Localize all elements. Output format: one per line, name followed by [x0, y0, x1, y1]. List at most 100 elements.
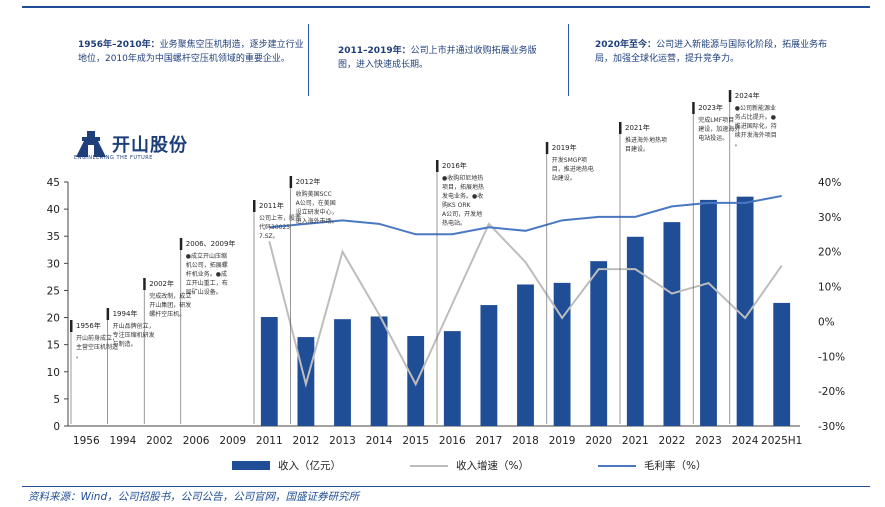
milestone-text: 与制造。: [113, 340, 137, 348]
bar-revenue-2013: [334, 319, 351, 426]
phase-3: 2020年至今：公司进入新能源与国际化阶段，拓展业务布局，加强全球化运营，提升竞…: [595, 38, 840, 66]
y-left-tick-label: 40: [47, 204, 60, 216]
y-left-tick-label: 10: [47, 367, 60, 379]
milestone-text: 目，推进地热电: [552, 165, 594, 173]
milestone-text: 开山前身成立，: [76, 334, 118, 342]
milestone-year: 2023年: [698, 103, 723, 112]
x-tick-label: 2011: [256, 435, 283, 447]
x-tick-label: 2019: [549, 435, 576, 447]
x-tick-label: 2013: [329, 435, 356, 447]
bar-revenue-2016: [443, 331, 461, 426]
milestone-text: 电站投运。: [698, 134, 728, 142]
milestone-year: 2012年: [296, 177, 321, 186]
milestone-text: 代码30025: [259, 223, 290, 231]
milestone-text: A公司，开发地: [442, 210, 482, 218]
milestone-text: 完成LMF项目: [698, 116, 734, 124]
bar-revenue-2018: [517, 284, 534, 426]
milestone-text: 续开发海外项目: [735, 131, 777, 139]
phase-1-text: 业务聚焦空压机制造，逐步建立行业地位，2010年成为中国螺杆空压机领域的重要企业…: [78, 40, 304, 64]
phase-2-title: 2011–2019年：: [338, 46, 411, 56]
logo-tagline: ENGINEERING THE FUTURE: [74, 155, 153, 161]
milestone-text: 。: [76, 353, 82, 360]
y-left-tick-label: 25: [47, 285, 60, 297]
logo-name: 开山股份: [112, 135, 188, 156]
milestone-text: 目建设。: [625, 145, 649, 153]
milestone-year: 2019年: [552, 143, 577, 152]
milestone-text: 杆机业务。●成: [186, 270, 227, 278]
legend-margin: 毛利率（%）: [598, 458, 706, 473]
milestone-marker: [692, 102, 695, 114]
milestone-marker: [179, 238, 183, 250]
top-rule: [22, 6, 870, 8]
milestone-text: 建设，加速海外: [698, 125, 740, 133]
legend-margin-swatch: [598, 464, 636, 467]
y-right-tick-label: 30%: [818, 212, 841, 224]
milestone-text: ●成立开山压缩: [186, 252, 227, 260]
milestone-text: 7.SZ。: [259, 233, 279, 240]
phase-divider-2: [568, 24, 569, 96]
bar-revenue-2019: [553, 282, 571, 426]
y-right-tick-label: 40%: [818, 177, 841, 189]
bar-revenue-2020: [590, 261, 608, 426]
bar-revenue-2025H1: [773, 302, 791, 426]
line-revenue-growth: [268, 222, 783, 389]
bar-revenue-2014: [370, 316, 388, 426]
milestone-year: 2006、2009年: [186, 239, 236, 248]
milestone-text: 公司上市，股票: [259, 214, 301, 222]
milestone-text: 开发SMGP项: [552, 156, 587, 164]
bar-revenue-2015: [407, 335, 425, 426]
y-left-tick-label: 30: [47, 258, 60, 270]
milestone-text: 。: [735, 141, 741, 148]
y-right-tick-label: 20%: [818, 247, 841, 259]
logo-icon: [76, 131, 106, 157]
milestone-text: 局矿山设备。: [186, 288, 222, 296]
milestone-text: A公司，在美国: [296, 199, 336, 207]
milestone-marker: [253, 200, 256, 212]
company-logo: 开山股份 ENGINEERING THE FUTURE: [74, 131, 187, 161]
x-tick-label: 2018: [512, 435, 539, 447]
bar-revenue-2021: [626, 236, 644, 426]
x-tick-label: 2014: [366, 435, 393, 447]
x-tick-label: 1994: [110, 435, 137, 447]
milestone-text: 立开山重工，布: [186, 279, 228, 287]
legend-bar: 收入（亿元）: [232, 458, 341, 473]
y-left-tick-label: 15: [47, 340, 60, 352]
x-tick-label: 2002: [146, 435, 173, 447]
milestone-marker: [619, 122, 622, 134]
y-right-tick-label: 10%: [818, 282, 841, 294]
x-tick-label: 2020: [585, 435, 612, 447]
y-left-tick-label: 35: [47, 231, 60, 243]
milestone-text: 进入海外市场。: [296, 217, 338, 225]
milestone-text: ●公司新能源业: [735, 104, 776, 112]
x-tick-label: 2022: [659, 435, 686, 447]
milestone-text: 完成改制，成立: [149, 292, 191, 300]
milestone-text: 专注压缩机研发: [113, 331, 155, 339]
bar-revenue-2023: [700, 199, 717, 426]
phase-1: 1956年–2010年：业务聚焦空压机制造，逐步建立行业地位，2010年成为中国…: [78, 38, 308, 66]
milestone-year: 2024年: [735, 91, 760, 100]
milestone-text: 开山品牌创立，: [113, 322, 155, 330]
milestone-text: 开山集团，研发: [149, 301, 191, 309]
bar-revenue-2011: [260, 317, 278, 426]
milestone-text: 项目，拓展地热: [442, 183, 484, 191]
x-tick-label: 2016: [439, 435, 466, 447]
x-tick-label: 2017: [476, 435, 503, 447]
x-tick-label: 2015: [402, 435, 429, 447]
y-right-tick-label: -20%: [818, 386, 845, 398]
x-tick-label: 1956: [73, 435, 100, 447]
milestone-text: 螺杆空压机。: [149, 310, 185, 318]
milestone-text: 热电站。: [442, 219, 466, 227]
milestone-text: 购KS ORK: [442, 201, 472, 209]
legend-bar-label: 收入（亿元）: [278, 460, 341, 472]
phase-divider-1: [308, 24, 309, 96]
legend-bar-swatch: [232, 461, 270, 470]
phase-3-title: 2020年至今：: [595, 40, 657, 50]
milestone-text: 设立研发中心，: [296, 208, 338, 216]
y-left-tick-label: 5: [53, 394, 60, 406]
milestone-year: 2016年: [442, 161, 467, 170]
milestone-year: 1956年: [76, 321, 101, 330]
y-left-tick-label: 45: [47, 177, 60, 189]
x-tick-label: 2006: [183, 435, 210, 447]
legend-growth-swatch: [410, 464, 448, 467]
